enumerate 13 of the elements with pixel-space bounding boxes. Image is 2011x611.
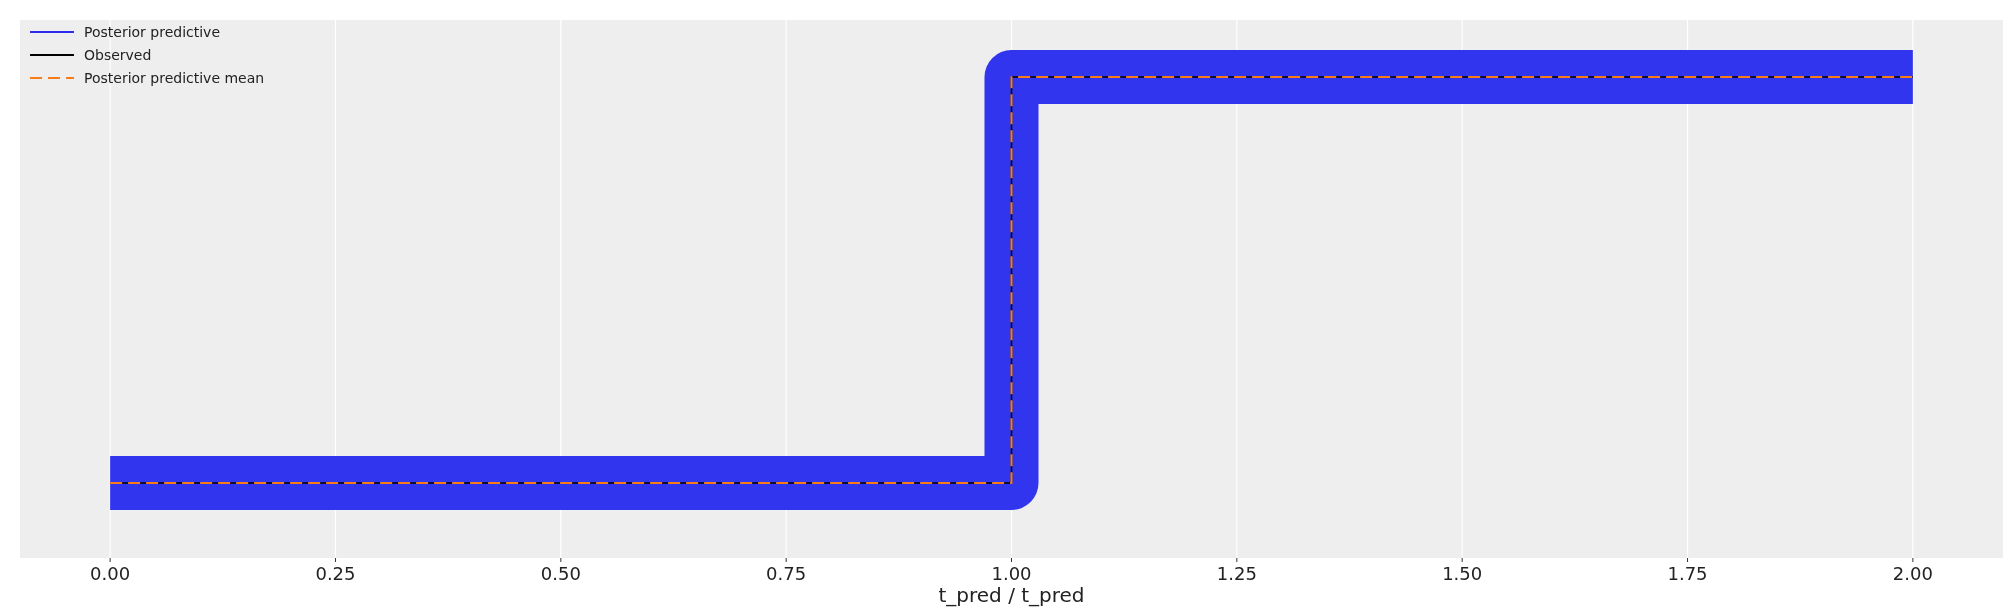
x-tick-label: 0.00 <box>90 563 131 584</box>
x-tick-label: 0.75 <box>766 563 807 584</box>
x-tick-label: 0.50 <box>540 563 581 584</box>
x-tick-label: 2.00 <box>1892 563 1933 584</box>
x-tick-label: 1.75 <box>1667 563 1708 584</box>
legend-label: Posterior predictive mean <box>84 70 265 86</box>
x-tick-label: 1.25 <box>1216 563 1257 584</box>
x-axis-title: t_pred / t_pred <box>938 583 1085 607</box>
legend-label: Observed <box>84 47 152 63</box>
x-tick-label: 1.00 <box>991 563 1032 584</box>
legend-label: Posterior predictive <box>84 24 221 40</box>
x-tick-label: 0.25 <box>315 563 356 584</box>
x-tick-label: 1.50 <box>1442 563 1483 584</box>
